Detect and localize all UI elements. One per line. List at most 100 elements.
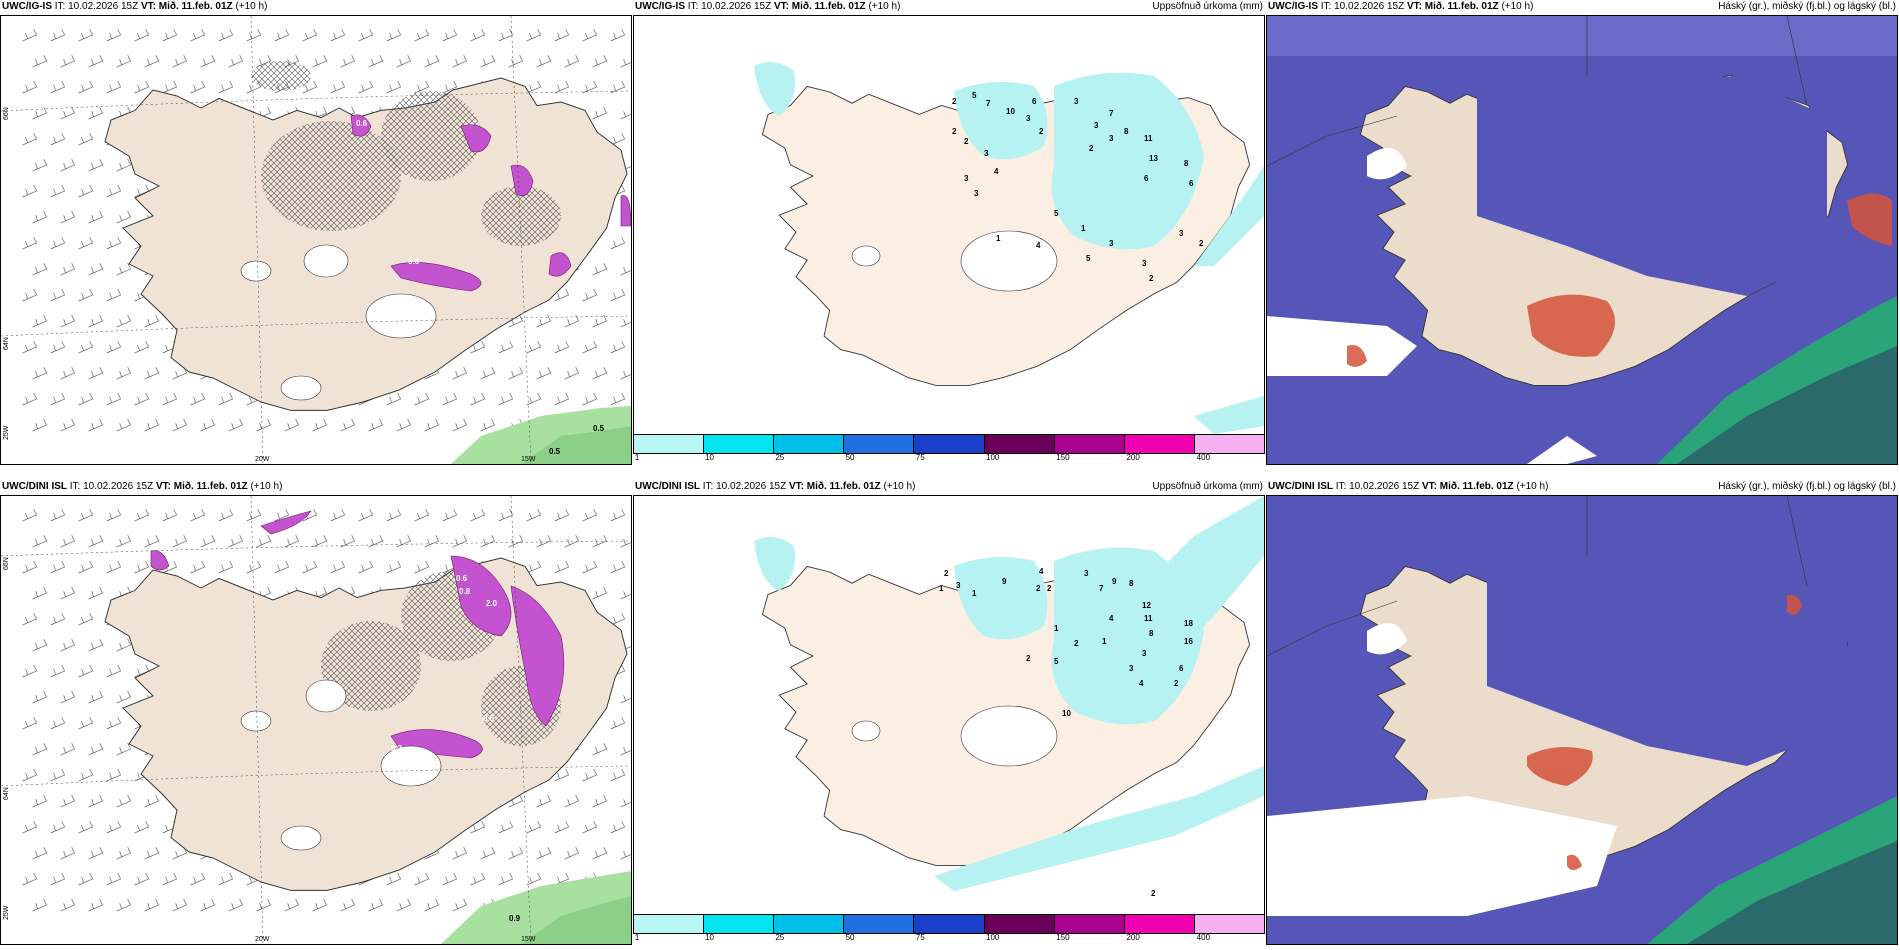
svg-text:8: 8 xyxy=(1184,159,1189,168)
colorbar-swatch xyxy=(634,915,705,933)
colorbar-swatch xyxy=(1194,435,1264,453)
graticule xyxy=(1,496,631,944)
colorbar-tick-label: 75 xyxy=(915,933,925,942)
colorbar-tick-label: 1 xyxy=(634,933,640,942)
svg-text:3: 3 xyxy=(974,189,979,198)
svg-text:5: 5 xyxy=(972,91,977,100)
svg-text:10: 10 xyxy=(1062,709,1071,718)
colorbar-tick-label: 25 xyxy=(775,933,785,942)
white-areas xyxy=(240,244,437,401)
svg-text:2: 2 xyxy=(1149,274,1154,283)
cloud-map xyxy=(1267,16,1897,464)
svg-text:0.5: 0.5 xyxy=(483,714,495,723)
colorbar-swatch xyxy=(774,915,845,933)
svg-text:0.5: 0.5 xyxy=(593,424,605,433)
colorbar-swatch xyxy=(844,435,915,453)
svg-text:3: 3 xyxy=(1142,649,1147,658)
colorbar-swatch xyxy=(1054,915,1125,933)
svg-text:3: 3 xyxy=(984,149,989,158)
wind-map: 66N 64N 25W 20W 15W 0.6 0.8 2.0 0.5 0.3 … xyxy=(1,496,631,944)
panel-title: UWC/IG-IS IT: 10.02.2026 15Z VT: Mið. 11… xyxy=(2,1,268,12)
svg-text:2: 2 xyxy=(1151,889,1156,898)
svg-text:3: 3 xyxy=(964,174,969,183)
panel-title: UWC/IG-IS IT: 10.02.2026 15Z VT: Mið. 11… xyxy=(1268,1,1534,12)
svg-text:2: 2 xyxy=(1039,127,1044,136)
colorbar-labels: 1 10 25 50 75 100 150 200 400 xyxy=(633,453,1265,463)
colorbar-tick-label: 100 xyxy=(986,933,1000,942)
svg-text:4: 4 xyxy=(1109,614,1114,623)
white-areas xyxy=(851,230,1058,292)
svg-text:3: 3 xyxy=(1084,569,1089,578)
lon-label-15: 15W xyxy=(521,456,536,463)
svg-text:1: 1 xyxy=(1081,224,1086,233)
panel-title: UWC/DINI ISL IT: 10.02.2026 15Z VT: Mið.… xyxy=(635,481,916,492)
colorbar-tick-label: 200 xyxy=(1126,933,1140,942)
colorbar-swatch xyxy=(704,915,775,933)
svg-text:2: 2 xyxy=(1174,679,1179,688)
high-cloud xyxy=(1527,594,1802,870)
svg-text:13: 13 xyxy=(1149,154,1158,163)
wind-map: 66N 64N 25W 20W 15W 0.5 0.6 0.5 0.6 xyxy=(1,16,631,464)
colorbar-tick-label: 400 xyxy=(1196,933,1211,942)
colorbar-tick-label: 25 xyxy=(775,453,785,462)
panel-subtitle: Háský (gr.), miðský (fj.bl.) og lágský (… xyxy=(1718,1,1896,12)
svg-text:2: 2 xyxy=(964,137,969,146)
precip-map: 2 1 3 1 9 4 2 2 3 7 9 8 12 11 8 4 1 2 5 … xyxy=(754,496,1264,898)
svg-text:6: 6 xyxy=(1144,174,1149,183)
white-areas xyxy=(240,679,442,851)
high-cloud xyxy=(1347,193,1892,367)
svg-text:10: 10 xyxy=(1006,107,1015,116)
svg-text:6: 6 xyxy=(1189,179,1194,188)
colorbar-tick-label: 200 xyxy=(1126,453,1140,462)
svg-text:5: 5 xyxy=(1054,657,1059,666)
colorbar-swatch xyxy=(1054,435,1125,453)
svg-text:16: 16 xyxy=(1184,637,1193,646)
precip-labels: 2 1 3 1 9 4 2 2 3 7 9 8 12 11 8 4 1 2 5 … xyxy=(939,567,1193,898)
colorbar-tick-label: 150 xyxy=(1056,453,1070,462)
svg-text:6: 6 xyxy=(1179,664,1184,673)
colorbar-swatch xyxy=(984,435,1055,453)
svg-text:4: 4 xyxy=(1039,567,1044,576)
lat-label-64: 64N xyxy=(3,787,10,800)
svg-text:12: 12 xyxy=(1142,601,1151,610)
colorbar xyxy=(633,914,1265,934)
svg-text:2: 2 xyxy=(1036,584,1041,593)
svg-text:4: 4 xyxy=(994,167,999,176)
svg-text:3: 3 xyxy=(1109,134,1114,143)
low-cloud-over-land xyxy=(1477,76,1827,296)
svg-text:2: 2 xyxy=(1089,144,1094,153)
hatch-areas xyxy=(251,61,561,246)
svg-text:3: 3 xyxy=(1142,259,1147,268)
colorbar-swatch xyxy=(1194,915,1264,933)
svg-text:2: 2 xyxy=(1047,584,1052,593)
svg-text:9: 9 xyxy=(1002,577,1007,586)
svg-text:18: 18 xyxy=(1184,619,1193,628)
panel-precip-igis: UWC/IG-IS IT: 10.02.2026 15Z VT: Mið. 11… xyxy=(633,0,1267,465)
svg-text:9: 9 xyxy=(1112,577,1117,586)
colorbar-swatch xyxy=(844,915,915,933)
svg-text:1: 1 xyxy=(1054,624,1059,633)
snow-areas xyxy=(150,510,565,759)
colorbar-swatch xyxy=(634,435,705,453)
white-clear xyxy=(1267,623,1617,916)
svg-text:11: 11 xyxy=(1144,134,1153,143)
panel-subtitle: Háský (gr.), miðský (fj.bl.) og lágský (… xyxy=(1718,481,1896,492)
panel-clouds-dini: UWC/DINI ISL IT: 10.02.2026 15Z VT: Mið.… xyxy=(1266,480,1900,950)
colorbar-tick-label: 150 xyxy=(1056,933,1070,942)
svg-text:1: 1 xyxy=(972,589,977,598)
lat-label-66: 66N xyxy=(3,557,10,570)
colorbar-tick-label: 1 xyxy=(634,453,640,462)
colorbar-tick-label: 50 xyxy=(845,933,855,942)
lon-label-20: 20W xyxy=(255,456,270,463)
svg-text:1: 1 xyxy=(1102,637,1107,646)
lon-label-25: 25W xyxy=(3,905,10,920)
panel-subtitle: Uppsöfnuð úrkoma (mm) xyxy=(1152,481,1263,492)
panel-title: UWC/DINI ISL IT: 10.02.2026 15Z VT: Mið.… xyxy=(2,481,283,492)
colorbar-swatch xyxy=(984,915,1055,933)
svg-text:4: 4 xyxy=(1036,241,1041,250)
svg-text:6: 6 xyxy=(1032,97,1037,106)
svg-text:1: 1 xyxy=(939,584,944,593)
graticule xyxy=(1,16,631,464)
svg-text:3: 3 xyxy=(1109,239,1114,248)
colorbar-swatch xyxy=(704,435,775,453)
